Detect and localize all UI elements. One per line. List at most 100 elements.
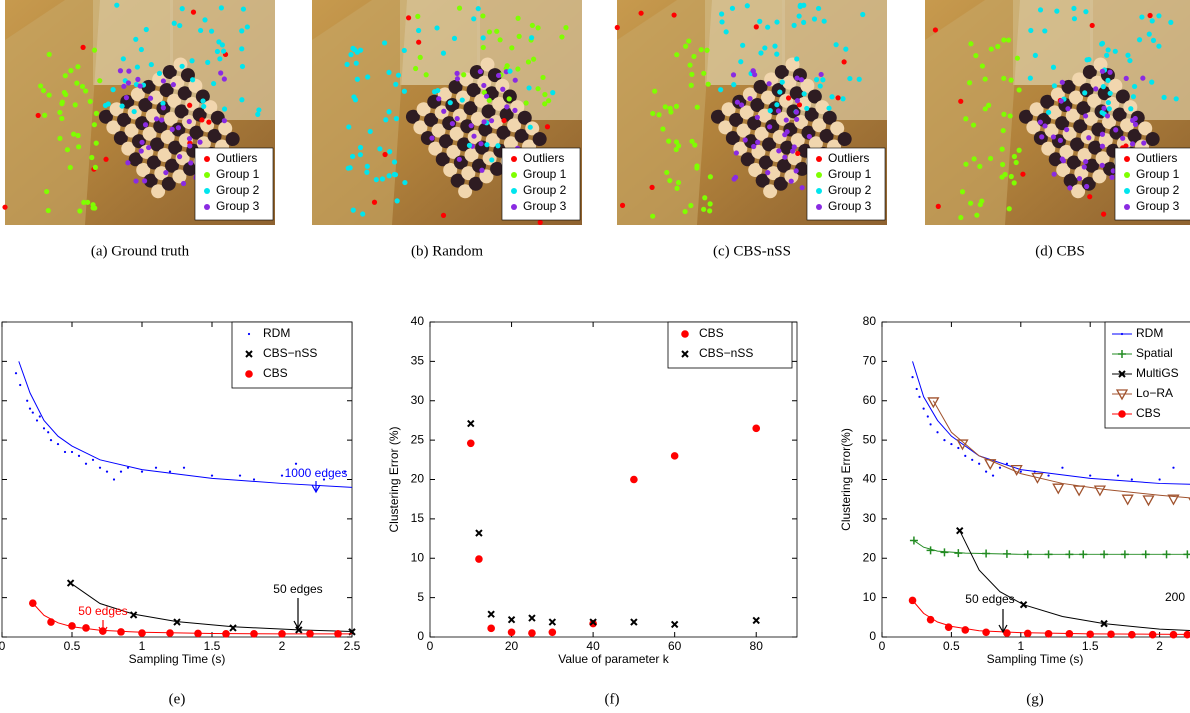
point	[528, 614, 536, 622]
feature-point	[701, 70, 707, 76]
board-cell	[162, 64, 177, 79]
feature-point	[563, 25, 569, 31]
feature-point	[826, 105, 832, 111]
legend-marker	[1118, 350, 1126, 358]
feature-point	[963, 161, 969, 167]
board-cell	[1097, 86, 1112, 101]
board-cell	[736, 123, 751, 138]
point	[154, 466, 158, 469]
board-cell	[490, 161, 505, 176]
feature-point	[1173, 96, 1179, 102]
point	[936, 431, 939, 434]
feature-point	[982, 76, 988, 82]
feature-point	[484, 142, 490, 148]
point	[29, 599, 37, 607]
board-cell	[203, 100, 218, 115]
board-cell	[424, 112, 439, 127]
feature-point	[1105, 99, 1111, 106]
y-tick-label: 40	[411, 314, 425, 328]
feature-point	[402, 179, 408, 186]
feature-point	[1131, 83, 1138, 90]
point	[991, 474, 995, 477]
point	[630, 475, 638, 484]
feature-point	[1001, 75, 1007, 81]
feature-point	[354, 76, 360, 82]
point	[957, 446, 960, 450]
feature-point	[121, 83, 127, 89]
feature-point	[515, 66, 521, 72]
board-cell	[1072, 72, 1087, 87]
board-cell	[160, 129, 175, 144]
feature-point	[959, 189, 966, 195]
feature-point	[77, 208, 83, 214]
point	[1089, 474, 1092, 477]
board-cell	[437, 87, 452, 102]
feature-point	[751, 143, 757, 150]
feature-point	[188, 160, 194, 166]
board-cell	[729, 112, 744, 127]
paper	[5, 0, 100, 225]
board-cell	[1073, 119, 1088, 134]
feature-point	[57, 135, 63, 141]
feature-point	[187, 143, 193, 149]
feature-point	[1011, 153, 1018, 160]
board-cell	[1056, 162, 1071, 177]
feature-point	[506, 96, 512, 102]
board-cell	[428, 141, 443, 156]
board-cell	[507, 118, 522, 133]
point	[918, 395, 921, 398]
point	[911, 376, 914, 379]
board-cell	[1088, 140, 1103, 155]
feature-point	[614, 24, 620, 31]
board-cell	[1138, 121, 1153, 136]
checkerboard	[405, 57, 547, 199]
feature-point	[440, 212, 447, 218]
legend-marker	[247, 332, 251, 336]
feature-point	[206, 119, 212, 125]
feature-point	[1064, 126, 1070, 133]
board-cell	[492, 96, 507, 111]
feature-point	[79, 83, 86, 90]
feature-point	[719, 19, 725, 25]
board-cell	[800, 78, 815, 93]
board-cell	[1108, 78, 1123, 93]
feature-point	[219, 42, 225, 48]
feature-point	[125, 160, 131, 166]
feature-point	[671, 12, 677, 18]
feature-point	[71, 131, 77, 137]
point	[985, 470, 988, 473]
board-cell	[1077, 148, 1092, 163]
feature-point	[1109, 174, 1115, 181]
point	[1061, 466, 1064, 469]
feature-point	[91, 47, 98, 53]
feature-point	[200, 98, 206, 104]
legend-marker	[1124, 204, 1130, 210]
feature-point	[821, 18, 827, 24]
feature-point	[755, 139, 761, 145]
board-cell	[461, 166, 476, 181]
legend-label: Group 2	[1136, 183, 1180, 197]
feature-point	[619, 202, 626, 208]
feature-point	[652, 88, 658, 94]
feature-point	[546, 98, 552, 104]
feature-point	[239, 97, 245, 103]
board-cell	[150, 137, 165, 152]
legend-marker	[1124, 156, 1130, 162]
legend-label: CBS	[1136, 406, 1161, 420]
point	[548, 618, 557, 626]
board-cell	[739, 105, 754, 120]
feature-point	[466, 142, 473, 148]
point	[49, 439, 53, 442]
feature-point	[153, 116, 160, 122]
board-cell	[450, 173, 465, 188]
feature-point	[76, 144, 82, 150]
point	[475, 529, 483, 537]
feature-point	[1051, 171, 1057, 177]
feature-point	[147, 95, 154, 101]
feature-point	[966, 80, 973, 86]
feature-point	[1149, 18, 1155, 24]
x-tick-label: 1.5	[204, 639, 221, 653]
feature-point	[1099, 131, 1106, 137]
feature-point	[393, 81, 399, 87]
